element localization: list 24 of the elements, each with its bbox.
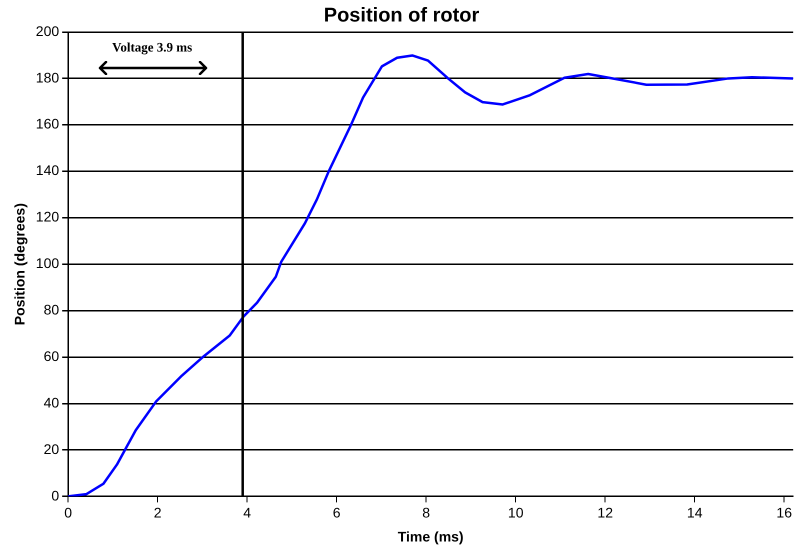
y-tick-label: 120 xyxy=(36,208,60,225)
x-tick-label: 16 xyxy=(776,504,792,521)
y-tick-label: 60 xyxy=(44,348,60,364)
y-tick-label: 80 xyxy=(44,302,60,318)
x-tick-label: 4 xyxy=(243,504,252,521)
chart-title: Position of rotor xyxy=(324,4,480,27)
x-tick-label: 2 xyxy=(154,504,162,521)
y-tick-label: 0 xyxy=(51,487,60,504)
y-tick-label: 100 xyxy=(36,255,60,272)
x-tick-label: 8 xyxy=(422,504,430,521)
y-tick-label: 200 xyxy=(36,22,60,39)
x-tick-label: 12 xyxy=(597,504,614,521)
x-axis-title: Time (ms) xyxy=(398,528,464,544)
x-tick-label: 0 xyxy=(64,504,72,521)
y-axis-title: Position (degrees) xyxy=(11,203,28,326)
y-tick-label: 140 xyxy=(36,162,60,178)
x-tick-label: 6 xyxy=(332,504,341,521)
x-tick-label: 14 xyxy=(686,504,703,521)
annotation: Voltage 3.9 ms xyxy=(112,39,192,54)
x-tick-label: 10 xyxy=(508,504,524,521)
y-tick-label: 180 xyxy=(36,69,60,86)
y-tick-label: 20 xyxy=(44,440,60,457)
y-tick-label: 160 xyxy=(36,116,60,132)
y-tick-label: 40 xyxy=(44,394,60,410)
